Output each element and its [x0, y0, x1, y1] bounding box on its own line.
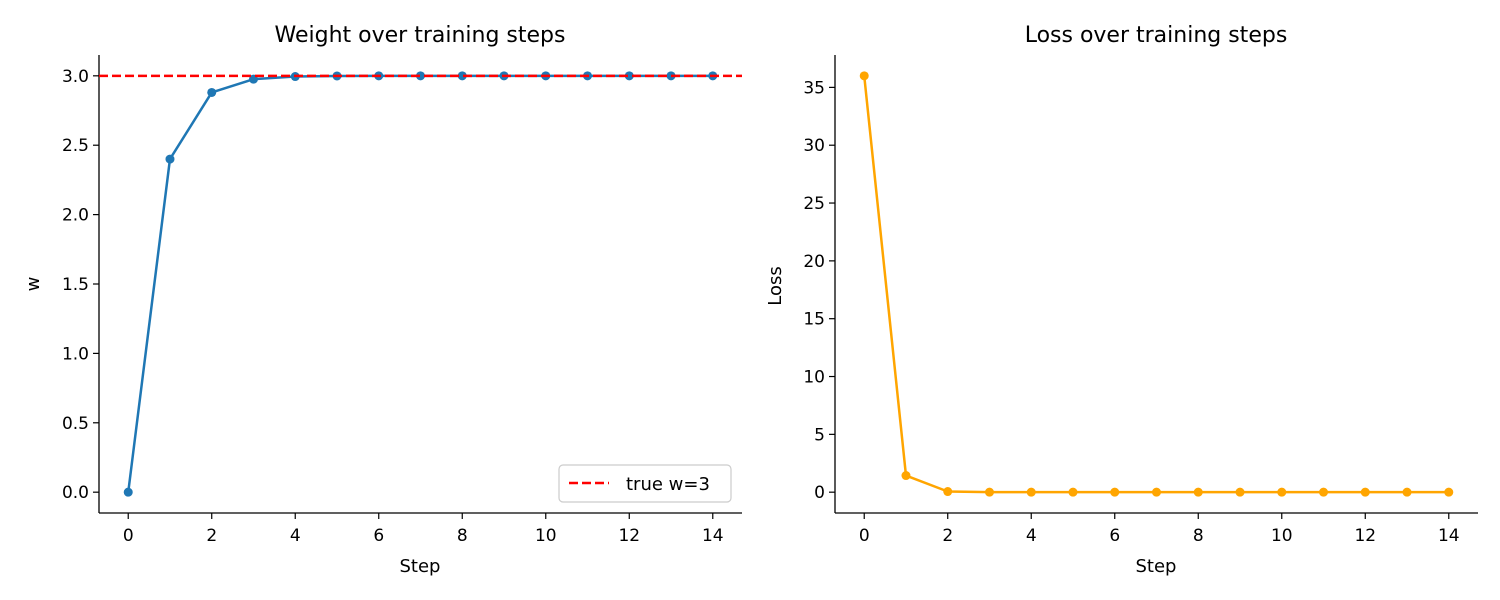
- x-tick-label: 4: [290, 526, 301, 546]
- x-tick-label: 12: [618, 526, 640, 546]
- data-point: [165, 154, 175, 164]
- x-tick-label: 6: [373, 526, 384, 546]
- y-tick-label: 20: [803, 252, 825, 272]
- y-tick-label: 0: [814, 483, 825, 503]
- y-tick-label: 1.0: [62, 344, 89, 364]
- legend-label: true w=3: [626, 474, 710, 495]
- y-tick-label: 15: [803, 310, 825, 330]
- y-tick-label: 25: [803, 194, 825, 214]
- legend-box: [558, 464, 732, 503]
- y-tick-label: 35: [803, 78, 825, 98]
- x-tick-label: 4: [1026, 526, 1037, 546]
- x-tick-label: 2: [206, 526, 217, 546]
- x-tick-label: 10: [1271, 526, 1293, 546]
- y-tick-label: 30: [803, 136, 825, 156]
- y-tick-label: 2.0: [62, 206, 89, 226]
- data-point: [901, 471, 911, 481]
- data-point: [1235, 487, 1245, 497]
- data-point: [1444, 487, 1454, 497]
- data-point: [1360, 487, 1370, 497]
- y-tick-label: 5: [814, 425, 825, 445]
- x-tick-label: 8: [457, 526, 468, 546]
- data-point: [457, 71, 467, 81]
- data-point: [1026, 487, 1036, 497]
- x-tick-label: 10: [535, 526, 557, 546]
- x-tick-label: 0: [123, 526, 134, 546]
- y-tick-label: 10: [803, 368, 825, 388]
- x-tick-label: 0: [859, 526, 870, 546]
- y-tick-label: 1.5: [62, 275, 89, 295]
- data-point: [416, 71, 425, 81]
- chart-title: Weight over training steps: [275, 23, 566, 48]
- data-point: [207, 87, 217, 97]
- y-tick-label: 3.0: [62, 67, 89, 87]
- data-point: [1193, 487, 1203, 497]
- x-tick-label: 14: [1438, 526, 1460, 546]
- data-point: [859, 71, 869, 81]
- data-point: [943, 487, 953, 497]
- data-point: [1110, 487, 1120, 497]
- data-point: [984, 487, 994, 497]
- x-tick-label: 2: [942, 526, 953, 546]
- plot-area: 0 2 4 6 8 10 12 14 0.0 0.5 1.0 1.5 2.0 2.5 3.0: [62, 55, 742, 546]
- data-point: [624, 71, 634, 81]
- data-point: [1319, 487, 1329, 497]
- x-tick-label: 6: [1109, 526, 1120, 546]
- data-point: [1277, 487, 1287, 497]
- data-point: [1152, 487, 1161, 497]
- y-tick-label: 0.0: [62, 483, 89, 503]
- plot-area: 0 2 4 6 8 10 12 14 0 5 10 15 20 25 30 35: [803, 55, 1478, 546]
- y-tick-label: 2.5: [62, 136, 89, 156]
- y-axis-label: w: [23, 277, 44, 292]
- legend: true w=3: [558, 464, 732, 503]
- loss-chart: Loss over training steps Step Loss 0 2 4 6 8…: [765, 23, 1478, 577]
- y-axis-label: Loss: [765, 266, 786, 305]
- x-tick-label: 8: [1193, 526, 1204, 546]
- data-point: [123, 487, 133, 497]
- y-tick-label: 0.5: [62, 414, 89, 434]
- data-point: [1402, 487, 1412, 497]
- data-point: [1068, 487, 1078, 497]
- x-axis-label: Step: [1136, 556, 1177, 577]
- chart-title: Loss over training steps: [1025, 23, 1288, 48]
- x-axis-label: Step: [400, 556, 441, 577]
- x-tick-label: 14: [702, 526, 724, 546]
- weight-chart: Weight over training steps Step w 0 2 4 6 8 1…: [23, 23, 742, 577]
- x-tick-label: 12: [1354, 526, 1376, 546]
